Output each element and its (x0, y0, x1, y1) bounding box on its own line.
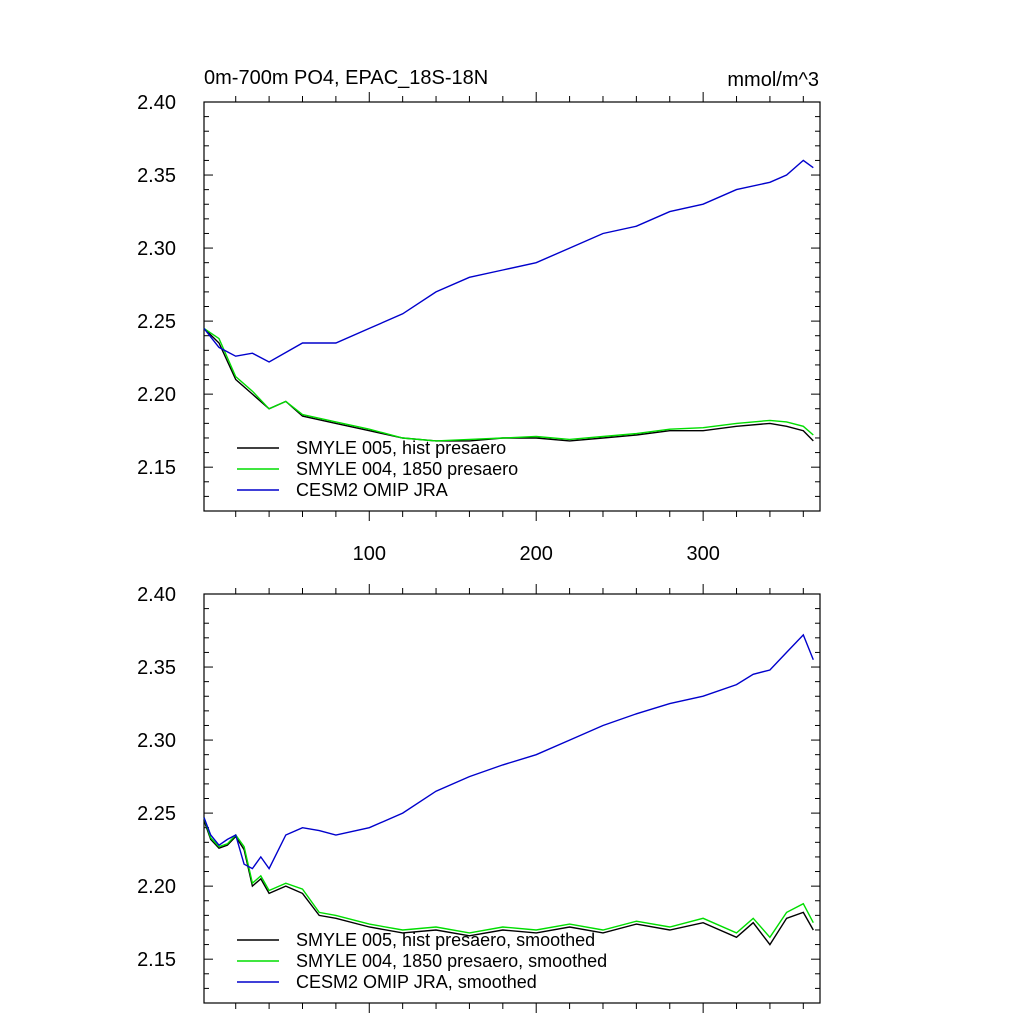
y-tick-label: 2.35 (137, 657, 176, 679)
y-tick-label: 2.15 (137, 457, 176, 479)
legend-label: CESM2 OMIP JRA, smoothed (296, 972, 537, 992)
y-tick-label: 2.25 (137, 803, 176, 825)
series-line-1 (203, 327, 814, 442)
legend-label: CESM2 OMIP JRA (296, 480, 448, 500)
legend-label: SMYLE 004, 1850 presaero, smoothed (296, 951, 607, 971)
series-line-0 (203, 327, 814, 442)
series-line-1 (203, 817, 814, 939)
chart-title: 0m-700m PO4, EPAC_18S-18N (204, 67, 488, 89)
y-tick-label: 2.40 (137, 584, 176, 606)
legend-label: SMYLE 005, hist presaero (296, 438, 506, 458)
y-tick-label: 2.20 (137, 384, 176, 406)
y-tick-label: 2.35 (137, 165, 176, 187)
series-line-2 (203, 633, 814, 870)
y-tick-label: 2.15 (137, 949, 176, 971)
y-tick-label: 2.20 (137, 876, 176, 898)
y-tick-label: 2.30 (137, 730, 176, 752)
top-panel: 2.15 2.20 2.25 2.30 2.35 2.40 100 200 300 SMYLE 0… (137, 92, 821, 565)
legend-label: SMYLE 004, 1850 presaero (296, 459, 518, 479)
y-tick-label: 2.40 (137, 92, 176, 114)
x-tick-label: 300 (686, 543, 719, 565)
series-line-2 (203, 159, 814, 363)
units-label: mmol/m^3 (727, 69, 819, 91)
bottom-panel: 2.15 2.20 2.25 2.30 2.35 2.40 SMYLE 005, hist … (137, 584, 821, 1013)
y-tick-label: 2.25 (137, 311, 176, 333)
x-tick-label: 100 (353, 543, 386, 565)
legend-label: SMYLE 005, hist presaero, smoothed (296, 930, 595, 950)
y-tick-label: 2.30 (137, 238, 176, 260)
x-tick-label: 200 (520, 543, 553, 565)
series-line-0 (203, 820, 814, 946)
